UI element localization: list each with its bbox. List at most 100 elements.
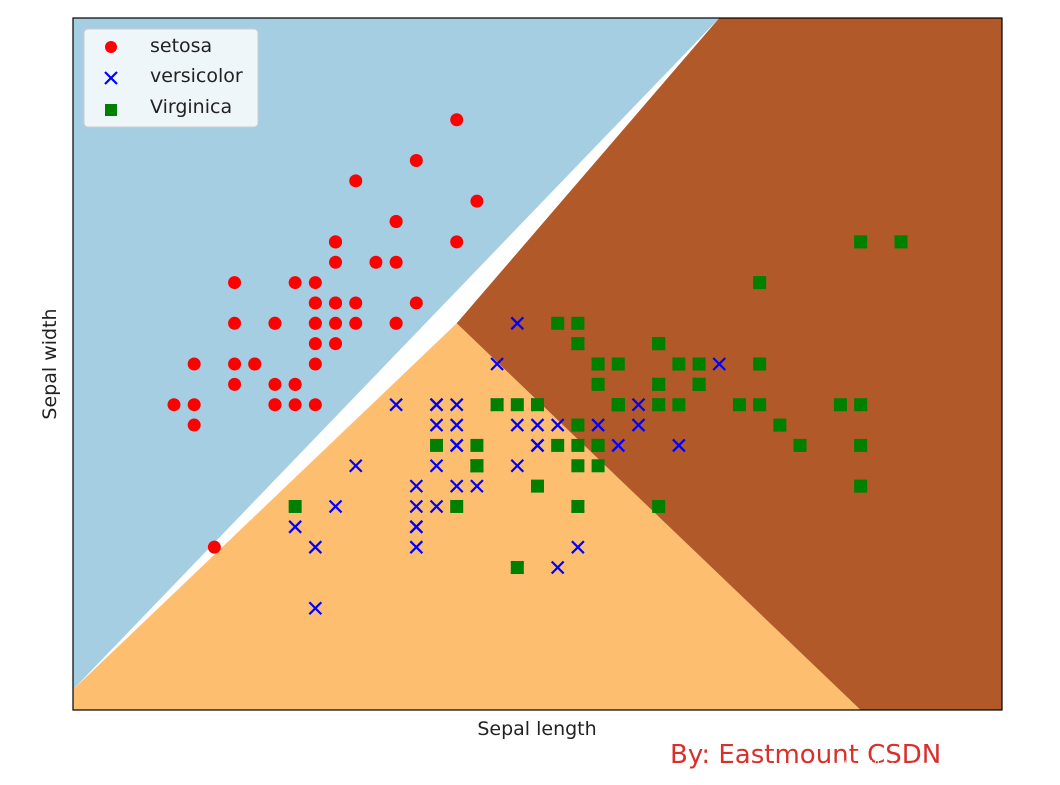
- point-setosa: [470, 194, 484, 208]
- point-setosa: [308, 316, 322, 330]
- point-setosa: [187, 398, 201, 412]
- watermark-url: https://blog.csdn.net/Eastmount: [830, 759, 1040, 774]
- point-setosa: [349, 296, 363, 310]
- point-versicolor: [409, 540, 424, 554]
- point-setosa: [187, 418, 201, 432]
- region-setosa: [73, 18, 720, 690]
- point-setosa: [450, 113, 464, 127]
- legend: setosa versicolor Virginica: [83, 28, 259, 128]
- point-setosa: [207, 540, 221, 554]
- point-setosa: [308, 337, 322, 351]
- point-virginica: [591, 438, 605, 452]
- point-virginica: [531, 479, 544, 493]
- point-virginica: [672, 357, 686, 371]
- point-versicolor: [591, 418, 605, 432]
- region-versicolor: [73, 323, 861, 710]
- point-versicolor: [409, 479, 424, 493]
- point-virginica: [450, 499, 464, 513]
- point-setosa: [228, 357, 242, 371]
- point-virginica: [288, 499, 302, 513]
- point-virginica: [652, 337, 666, 351]
- point-setosa: [329, 337, 343, 351]
- point-virginica: [611, 398, 625, 412]
- point-versicolor: [712, 357, 727, 371]
- point-virginica: [833, 398, 847, 412]
- point-setosa: [329, 316, 343, 330]
- point-virginica: [571, 438, 585, 452]
- point-virginica: [470, 459, 484, 473]
- point-versicolor: [672, 438, 686, 453]
- point-virginica: [854, 479, 868, 493]
- point-versicolor: [348, 458, 363, 473]
- point-setosa: [349, 316, 363, 330]
- point-virginica: [854, 438, 868, 452]
- point-setosa: [389, 215, 403, 229]
- point-virginica: [652, 398, 666, 412]
- point-virginica: [611, 357, 625, 371]
- point-setosa: [389, 255, 403, 269]
- legend-marker-virginica: [105, 104, 117, 116]
- point-setosa: [329, 235, 343, 249]
- point-versicolor: [510, 316, 525, 331]
- point-setosa: [308, 296, 322, 310]
- point-versicolor: [510, 418, 525, 432]
- point-virginica: [510, 398, 524, 412]
- point-setosa: [248, 357, 262, 371]
- point-setosa: [450, 235, 464, 249]
- point-virginica: [652, 499, 666, 513]
- point-versicolor: [530, 438, 545, 453]
- point-virginica: [571, 499, 585, 513]
- point-virginica: [430, 438, 444, 452]
- point-versicolor: [571, 540, 585, 554]
- point-setosa: [349, 174, 363, 188]
- point-virginica: [854, 398, 868, 412]
- point-versicolor: [429, 458, 444, 473]
- point-virginica: [854, 235, 868, 249]
- legend-box: [83, 28, 259, 128]
- point-virginica: [732, 398, 746, 412]
- point-setosa: [228, 377, 242, 391]
- point-versicolor: [429, 418, 444, 432]
- point-setosa: [268, 316, 282, 330]
- point-versicolor: [550, 418, 565, 432]
- point-versicolor: [308, 601, 323, 616]
- legend-marker-versicolor: [104, 71, 118, 85]
- plot-frame: [72, 17, 1003, 711]
- point-virginica: [793, 438, 807, 452]
- point-versicolor: [550, 560, 565, 575]
- point-setosa: [329, 296, 343, 310]
- point-virginica: [510, 561, 524, 575]
- region-virginica: [456, 18, 1002, 710]
- point-versicolor: [389, 397, 403, 412]
- point-setosa: [187, 357, 201, 371]
- author-credit: By: Eastmount CSDN: [670, 740, 942, 770]
- point-virginica: [551, 316, 565, 330]
- legend-label-setosa: setosa: [150, 35, 212, 57]
- point-versicolor: [631, 418, 646, 432]
- point-setosa: [369, 255, 383, 269]
- point-versicolor: [429, 499, 444, 514]
- point-versicolor: [429, 397, 444, 412]
- point-versicolor: [449, 438, 464, 453]
- point-virginica: [490, 398, 504, 412]
- point-virginica: [753, 398, 767, 412]
- point-virginica: [652, 377, 666, 391]
- point-versicolor: [611, 438, 626, 453]
- point-virginica: [894, 235, 908, 249]
- point-versicolor: [631, 397, 646, 412]
- point-versicolor: [288, 520, 302, 534]
- point-virginica: [531, 398, 544, 412]
- data-points: [167, 113, 908, 616]
- point-versicolor: [490, 357, 504, 371]
- legend-label-virginica: Virginica: [150, 96, 232, 118]
- y-axis-label: Sepal width: [39, 308, 61, 419]
- point-setosa: [329, 255, 343, 269]
- point-virginica: [591, 357, 605, 371]
- point-virginica: [692, 377, 706, 391]
- point-setosa: [288, 276, 302, 290]
- point-virginica: [571, 337, 585, 351]
- point-virginica: [591, 377, 605, 391]
- point-virginica: [571, 316, 585, 330]
- point-setosa: [268, 377, 282, 391]
- point-setosa: [228, 276, 242, 290]
